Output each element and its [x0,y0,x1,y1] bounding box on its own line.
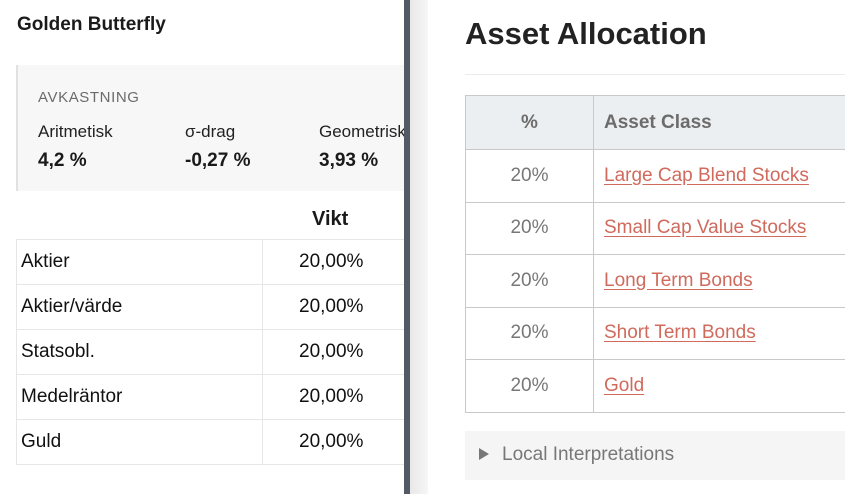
asset-name: Guld [16,419,263,465]
returns-label: AVKASTNING [38,89,140,106]
allocation-percent: 20% [465,201,594,255]
allocation-percent: 20% [465,149,594,203]
asset-allocation-table: % Asset Class 20% Large Cap Blend Stocks… [465,95,845,413]
table-row: Aktier/värde 20,00% [16,284,404,330]
metric-label: σ-drag [185,122,236,141]
asset-class-cell: Long Term Bonds [593,254,845,308]
asset-name: Aktier [16,239,263,285]
column-header-percent: % [465,95,594,150]
table-row: 20% Small Cap Value Stocks [465,201,845,255]
allocation-percent: 20% [465,306,594,360]
asset-name: Aktier/värde [16,284,263,330]
metric-label: Aritmetisk [38,122,113,141]
metric-geometric: Geometrisk 3,93 % [319,122,404,172]
metric-arithmetic: Aritmetisk 4,2 % [38,122,113,172]
allocation-percent: 20% [465,359,594,413]
asset-class-cell: Gold [593,359,845,413]
metric-value: -0,27 % [185,150,251,171]
weight-column-header: Vikt [312,208,349,230]
table-row: Medelräntor 20,00% [16,374,404,420]
weights-table: Aktier 20,00% Aktier/värde 20,00% Statso… [16,239,404,465]
asset-name: Statsobl. [16,329,263,375]
asset-weight: 20,00% [262,419,404,465]
page-title: Asset Allocation [465,16,707,51]
asset-class-link[interactable]: Long Term Bonds [604,269,753,291]
asset-class-link[interactable]: Small Cap Value Stocks [604,217,807,239]
asset-weight: 20,00% [262,374,404,420]
table-row: 20% Short Term Bonds [465,306,845,360]
table-header-row: % Asset Class [465,95,845,150]
divider-shadow [410,0,428,494]
details-label: Local Interpretations [502,444,675,465]
asset-class-cell: Large Cap Blend Stocks [593,149,845,203]
asset-class-link[interactable]: Gold [604,374,645,396]
asset-weight: 20,00% [262,239,404,285]
split-divider-handle[interactable] [404,0,410,494]
table-row: 20% Long Term Bonds [465,254,845,308]
asset-weight: 20,00% [262,284,404,330]
table-row: Guld 20,00% [16,419,404,465]
column-header-asset-class: Asset Class [593,95,845,150]
right-pane: Asset Allocation % Asset Class 20% Large… [428,0,845,494]
asset-name: Medelräntor [16,374,263,420]
metric-value: 3,93 % [319,150,379,171]
left-pane: Golden Butterfly AVKASTNING Aritmetisk 4… [0,0,404,494]
allocation-percent: 20% [465,254,594,308]
asset-weight: 20,00% [262,329,404,375]
table-row: Aktier 20,00% [16,239,404,285]
table-row: 20% Large Cap Blend Stocks [465,149,845,203]
portfolio-title: Golden Butterfly [17,14,166,35]
metric-sigma-drag: σ-drag -0,27 % [185,122,250,172]
returns-panel: AVKASTNING Aritmetisk 4,2 % σ-drag -0,27… [16,65,404,191]
table-row: 20% Gold [465,359,845,413]
metric-value: 4,2 % [38,150,87,171]
table-row: Statsobl. 20,00% [16,329,404,375]
asset-class-link[interactable]: Short Term Bonds [604,322,756,344]
local-interpretations-toggle[interactable]: Local Interpretations [465,431,845,480]
asset-class-cell: Short Term Bonds [593,306,845,360]
metric-label: Geometrisk [319,122,404,141]
asset-class-link[interactable]: Large Cap Blend Stocks [604,164,809,186]
asset-class-cell: Small Cap Value Stocks [593,201,845,255]
triangle-right-icon [479,448,489,460]
title-divider [465,74,845,75]
